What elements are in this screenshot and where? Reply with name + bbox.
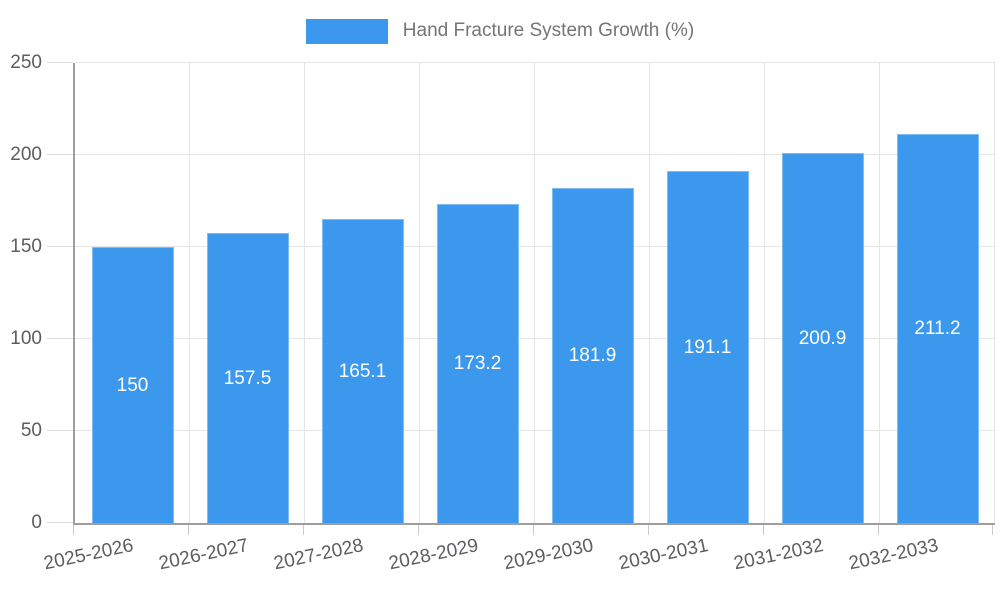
x-tick bbox=[303, 525, 304, 535]
x-tick bbox=[188, 525, 189, 535]
bar: 191.1 bbox=[666, 171, 749, 523]
y-tick bbox=[47, 522, 73, 523]
bar-value-label: 165.1 bbox=[338, 360, 387, 382]
y-gridline bbox=[75, 62, 995, 63]
y-tick bbox=[47, 154, 73, 155]
x-category-label: 2027-2028 bbox=[271, 535, 365, 575]
bar: 157.5 bbox=[206, 233, 289, 523]
y-tick-label: 100 bbox=[10, 328, 42, 349]
y-tick-label: 50 bbox=[20, 420, 42, 441]
y-tick bbox=[47, 430, 73, 431]
bar: 150 bbox=[91, 247, 174, 523]
x-gridline bbox=[304, 63, 305, 523]
y-tick-label: 200 bbox=[10, 144, 42, 165]
x-category-label: 2030-2031 bbox=[616, 535, 710, 575]
x-category-label: 2028-2029 bbox=[386, 535, 480, 575]
y-tick bbox=[47, 62, 73, 63]
x-gridline bbox=[764, 63, 765, 523]
x-gridline bbox=[879, 63, 880, 523]
x-gridline bbox=[534, 63, 535, 523]
bar-value-label: 173.2 bbox=[453, 353, 502, 374]
x-gridline bbox=[994, 63, 995, 523]
plot-area: 150 157.5 165.1 173.2 181.9 191.1 200.9 211.2 bbox=[73, 62, 995, 525]
y-gridline bbox=[75, 246, 995, 247]
x-category-label: 2031-2032 bbox=[731, 535, 825, 575]
x-tick bbox=[992, 525, 993, 535]
x-tick bbox=[648, 525, 649, 535]
x-gridline bbox=[419, 63, 420, 523]
bar-value-label: 150 bbox=[116, 374, 149, 396]
x-gridline bbox=[189, 63, 190, 523]
x-tick bbox=[878, 525, 879, 535]
legend-label: Hand Fracture System Growth (%) bbox=[402, 20, 695, 41]
x-tick bbox=[533, 525, 534, 535]
x-category-label: 2032-2033 bbox=[846, 535, 940, 575]
x-tick bbox=[763, 525, 764, 535]
legend-swatch bbox=[305, 18, 388, 44]
bar-value-label: 211.2 bbox=[914, 318, 961, 339]
bar: 200.9 bbox=[781, 153, 864, 523]
bar-value-label: 191.1 bbox=[683, 336, 732, 358]
bar: 165.1 bbox=[321, 219, 404, 523]
bar-value-label: 200.9 bbox=[798, 327, 847, 349]
x-category-label: 2026-2027 bbox=[156, 535, 250, 575]
x-category-label: 2029-2030 bbox=[501, 535, 595, 575]
x-category-label: 2025-2026 bbox=[41, 535, 135, 575]
x-tick bbox=[418, 525, 419, 535]
x-gridline bbox=[649, 63, 650, 523]
y-tick bbox=[47, 246, 73, 247]
y-tick-label: 250 bbox=[10, 52, 42, 73]
bar-value-label: 181.9 bbox=[568, 345, 617, 366]
y-tick-label: 150 bbox=[10, 236, 42, 257]
chart-legend: Hand Fracture System Growth (%) bbox=[0, 17, 1000, 45]
y-tick-label: 0 bbox=[31, 512, 42, 533]
y-gridline bbox=[75, 338, 995, 339]
y-gridline bbox=[75, 154, 995, 155]
bar-value-label: 157.5 bbox=[223, 367, 272, 389]
bar: 173.2 bbox=[436, 204, 519, 523]
y-gridline bbox=[75, 430, 995, 431]
bar: 211.2 bbox=[896, 134, 979, 523]
x-tick bbox=[73, 525, 74, 535]
y-tick bbox=[47, 338, 73, 339]
bar: 181.9 bbox=[551, 188, 634, 523]
